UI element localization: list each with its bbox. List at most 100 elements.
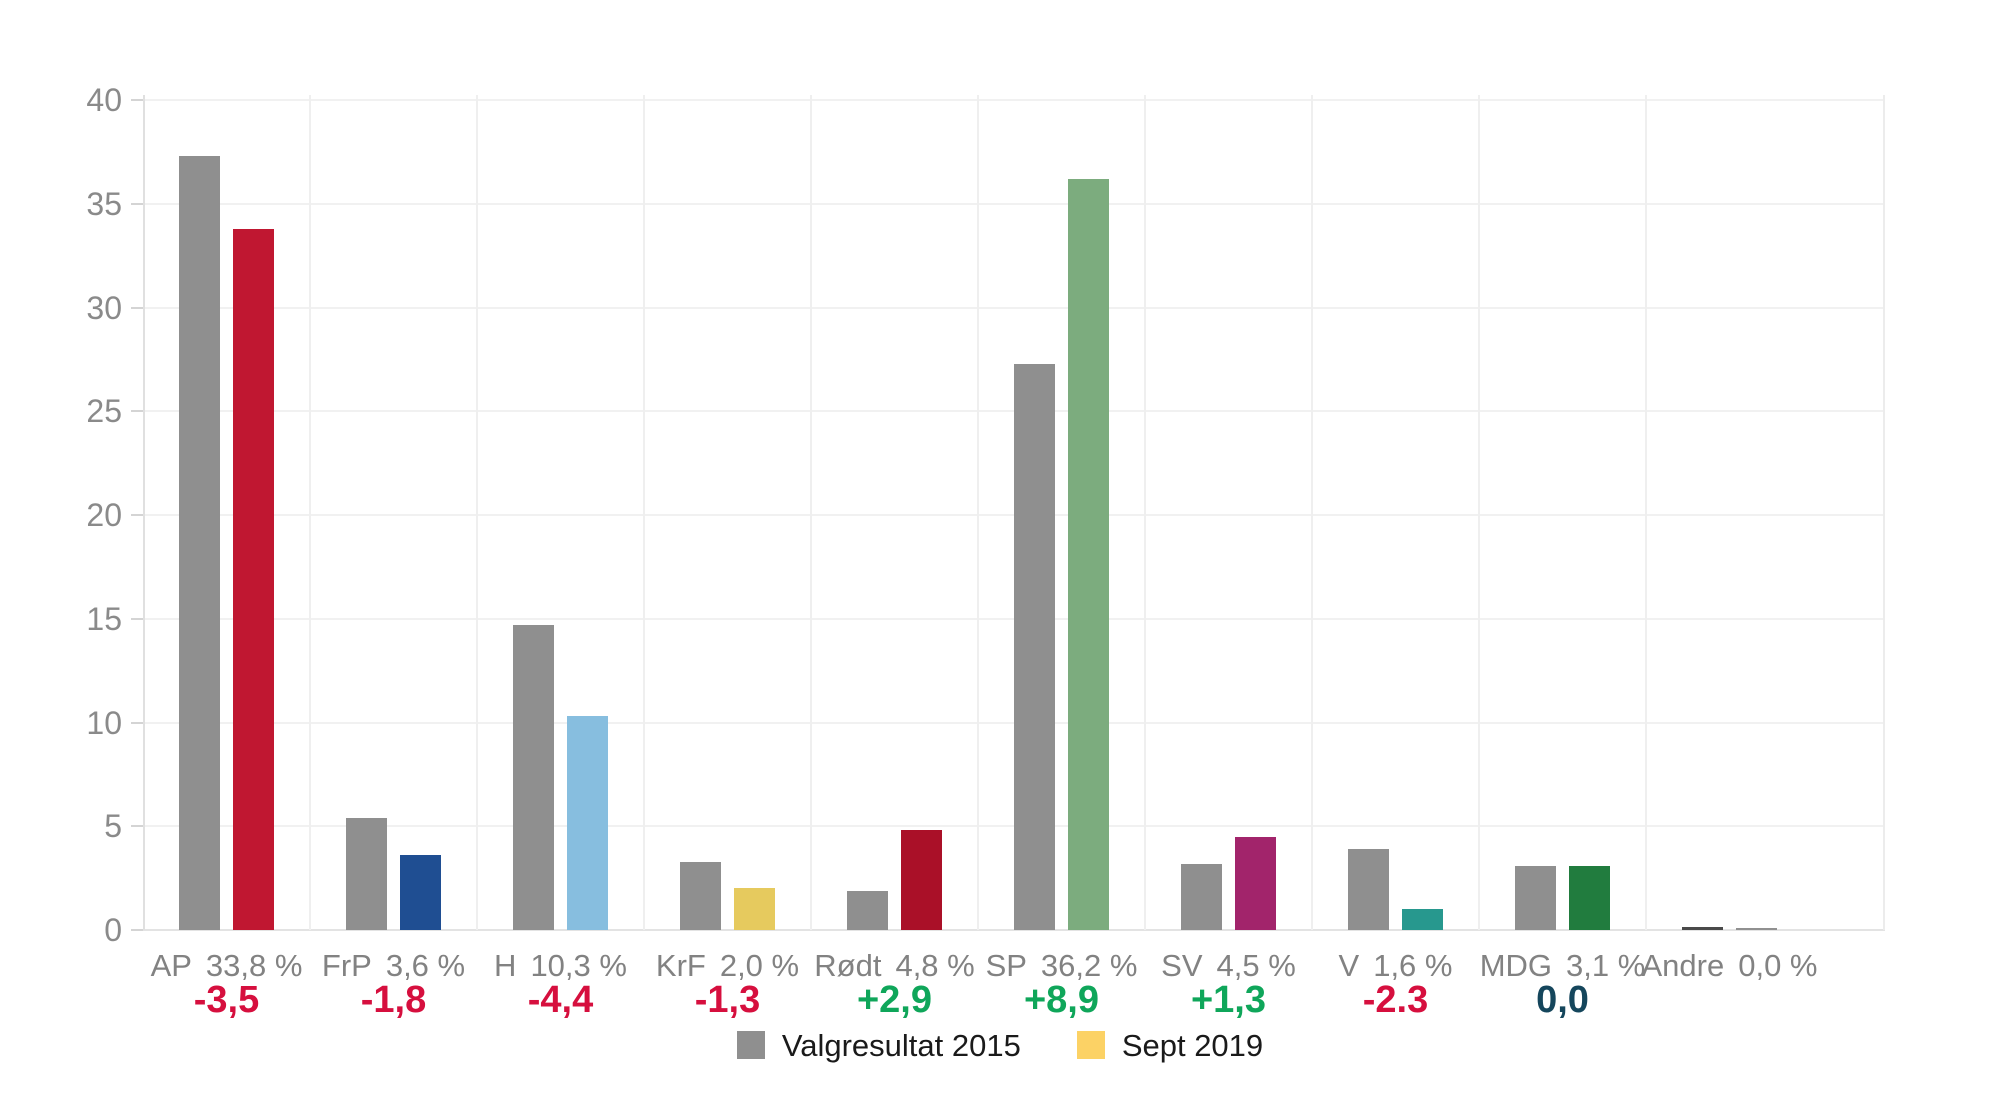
party-label-Rødt: Rødt 4,8 % (814, 950, 974, 981)
y-tick-mark-30 (131, 307, 143, 309)
legend-item-sept-2019: Sept 2019 (1076, 1027, 1264, 1063)
gridline-v-7 (1311, 95, 1313, 930)
party-percent: 36,2 % (1040, 948, 1138, 983)
y-tick-mark-0 (131, 929, 143, 931)
party-percent: 1,6 % (1373, 948, 1453, 983)
party-percent: 4,8 % (895, 948, 975, 983)
party-percent: 4,5 % (1216, 948, 1296, 983)
bar-2019-V (1402, 909, 1443, 930)
bar-2019-Andre (1736, 928, 1777, 930)
y-tick-label-10: 10 (86, 705, 122, 741)
gridline-v-6 (1144, 95, 1146, 930)
legend-swatch-2015 (736, 1031, 765, 1059)
change-label-SV: +1,3 (1190, 979, 1267, 1021)
party-name: Rødt (814, 948, 882, 983)
party-name: FrP (321, 948, 372, 983)
party-percent: 3,6 % (385, 948, 466, 983)
bar-2015-AP (179, 156, 220, 930)
y-tick-label-5: 5 (104, 808, 122, 844)
y-tick-label-20: 20 (86, 497, 122, 533)
party-percent: 3,1 % (1566, 948, 1646, 983)
party-name: H (494, 948, 517, 983)
bar-2015-Rødt (847, 891, 888, 930)
y-tick-mark-40 (131, 99, 143, 101)
party-label-FrP: FrP 3,6 % (322, 950, 465, 981)
party-label-SP: SP 36,2 % (986, 950, 1138, 981)
bar-2015-KrF (680, 862, 721, 930)
bar-2019-H (567, 716, 608, 930)
bar-2015-SP (1014, 364, 1055, 930)
y-tick-mark-10 (131, 722, 143, 724)
gridline-v-4 (810, 95, 812, 930)
party-label-SV: SV 4,5 % (1161, 950, 1296, 981)
gridline-v-8 (1478, 95, 1480, 930)
bar-2015-SV (1181, 864, 1222, 930)
bar-2019-FrP (400, 855, 441, 930)
party-percent: 2,0 % (719, 948, 800, 983)
gridline-v-right (1883, 95, 1885, 930)
legend: Valgresultat 2015 Sept 2019 (0, 1027, 2000, 1063)
bar-2019-Rødt (901, 830, 942, 930)
bar-2019-MDG (1569, 866, 1610, 930)
change-label-MDG: 0,0 (1536, 979, 1589, 1021)
party-label-V: V 1,6 % (1339, 950, 1453, 981)
change-label-H: -4,4 (527, 979, 594, 1021)
party-name: V (1338, 948, 1360, 983)
y-tick-label-40: 40 (86, 82, 122, 118)
y-tick-label-30: 30 (86, 290, 122, 326)
change-label-FrP: -1,8 (360, 979, 427, 1021)
y-tick-label-25: 25 (86, 393, 122, 429)
baseline (143, 929, 1885, 931)
party-label-MDG: MDG 3,1 % (1480, 950, 1646, 981)
party-name: Andre (1641, 948, 1725, 983)
bar-2019-SP (1068, 179, 1109, 930)
party-percent: 10,3 % (530, 948, 627, 983)
y-tick-mark-5 (131, 825, 143, 827)
y-tick-mark-25 (131, 410, 143, 412)
bar-2019-AP (233, 229, 274, 930)
party-name: SP (985, 948, 1027, 983)
y-tick-mark-35 (131, 203, 143, 205)
bar-2019-SV (1235, 837, 1276, 930)
change-label-V: -2.3 (1362, 979, 1429, 1021)
legend-item-valgresultat-2015: Valgresultat 2015 (736, 1027, 1021, 1063)
bar-2019-KrF (734, 888, 775, 930)
gridline-v-3 (643, 95, 645, 930)
party-label-Andre: Andre 0,0 % (1641, 950, 1817, 981)
change-label-KrF: -1,3 (694, 979, 761, 1021)
party-label-H: H 10,3 % (494, 950, 627, 981)
party-name: MDG (1479, 948, 1553, 983)
gridline-h-35 (143, 203, 1885, 205)
gridline-v-5 (977, 95, 979, 930)
party-percent: 0,0 % (1738, 948, 1818, 983)
bar-2015-Andre (1682, 927, 1723, 930)
y-tick-label-15: 15 (86, 601, 122, 637)
legend-label-2019: Sept 2019 (1121, 1027, 1264, 1063)
change-label-Rødt: +2,9 (856, 979, 933, 1021)
party-percent: 33,8 % (205, 948, 303, 983)
party-label-KrF: KrF 2,0 % (656, 950, 799, 981)
gridline-v-2 (476, 95, 478, 930)
bar-2015-V (1348, 849, 1389, 930)
bar-2015-FrP (346, 818, 387, 930)
y-tick-mark-15 (131, 618, 143, 620)
bar-2015-H (513, 625, 554, 930)
change-label-SP: +8,9 (1023, 979, 1100, 1021)
legend-swatch-2019 (1076, 1031, 1105, 1059)
change-label-AP: -3,5 (193, 979, 260, 1021)
gridline-v-1 (309, 95, 311, 930)
gridline-h-40 (143, 99, 1885, 101)
party-name: SV (1161, 948, 1203, 983)
party-label-AP: AP 33,8 % (151, 950, 303, 981)
y-tick-mark-20 (131, 514, 143, 516)
legend-label-2015: Valgresultat 2015 (781, 1027, 1021, 1063)
gridline-h-30 (143, 307, 1885, 309)
party-name: AP (150, 948, 192, 983)
y-tick-label-35: 35 (86, 186, 122, 222)
y-axis-line (143, 95, 145, 930)
gridline-v-9 (1645, 95, 1647, 930)
party-name: KrF (655, 948, 706, 983)
bar-2015-MDG (1515, 866, 1556, 930)
y-tick-label-0: 0 (104, 912, 122, 948)
